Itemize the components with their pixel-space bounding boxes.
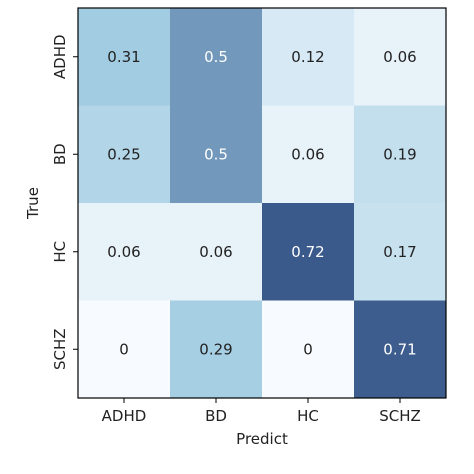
y-tick-label: HC: [51, 241, 69, 263]
cell-value-label: 0.71: [383, 340, 416, 358]
cell-value-label: 0.17: [383, 243, 416, 261]
cell-value-label: 0.19: [383, 145, 416, 163]
cell-value-label: 0.25: [107, 145, 140, 163]
heatmap-cell: [170, 300, 263, 399]
cell-value-label: 0.06: [291, 145, 324, 163]
heatmap-cell: [170, 105, 263, 204]
heatmap-cell: [354, 300, 447, 399]
cell-value-label: 0.12: [291, 48, 324, 66]
x-tick-label: SCHZ: [379, 407, 421, 425]
cell-value-label: 0.06: [199, 243, 232, 261]
y-tick-label: SCHZ: [51, 328, 69, 370]
heatmap-cells: 0.31 0.5 0.12 0.06 0.25 0.5 0.06 0.19 0.06 0.06 0.…: [78, 8, 447, 399]
heatmap-cell: [262, 8, 355, 106]
heatmap-cell: [262, 300, 355, 399]
cell-value-label: 0.72: [291, 243, 324, 261]
heatmap-cell: [262, 105, 355, 204]
plot-frame: [77, 7, 447, 399]
y-axis-label: True: [24, 187, 42, 220]
heatmap-cell: [78, 8, 171, 106]
y-tick-label: BD: [51, 143, 69, 165]
heatmap-cell: [354, 105, 447, 204]
axis-ticks: ADHD BD HC SCHZ ADHD BD HC SCHZ: [51, 34, 421, 425]
y-tick-label: ADHD: [51, 34, 69, 79]
heatmap-cell: [170, 203, 263, 301]
cell-value-label: 0.5: [204, 145, 228, 163]
cell-value-label: 0: [119, 340, 129, 358]
heatmap-cell: [262, 203, 355, 301]
cell-value-label: 0.29: [199, 340, 232, 358]
heatmap-cell: [78, 105, 171, 204]
cell-value-label: 0.31: [107, 48, 140, 66]
heatmap-cell: [78, 203, 171, 301]
heatmap-cell: [354, 8, 447, 106]
cell-value-label: 0.5: [204, 48, 228, 66]
heatmap-cell: [170, 8, 263, 106]
cell-value-label: 0.06: [107, 243, 140, 261]
x-tick-label: HC: [297, 407, 319, 425]
heatmap-cell: [354, 203, 447, 301]
cell-value-label: 0.06: [383, 48, 416, 66]
heatmap-cell: [78, 300, 171, 399]
x-tick-label: BD: [205, 407, 227, 425]
cell-value-label: 0: [303, 340, 313, 358]
x-axis-label: Predict: [236, 430, 288, 448]
x-tick-label: ADHD: [102, 407, 147, 425]
